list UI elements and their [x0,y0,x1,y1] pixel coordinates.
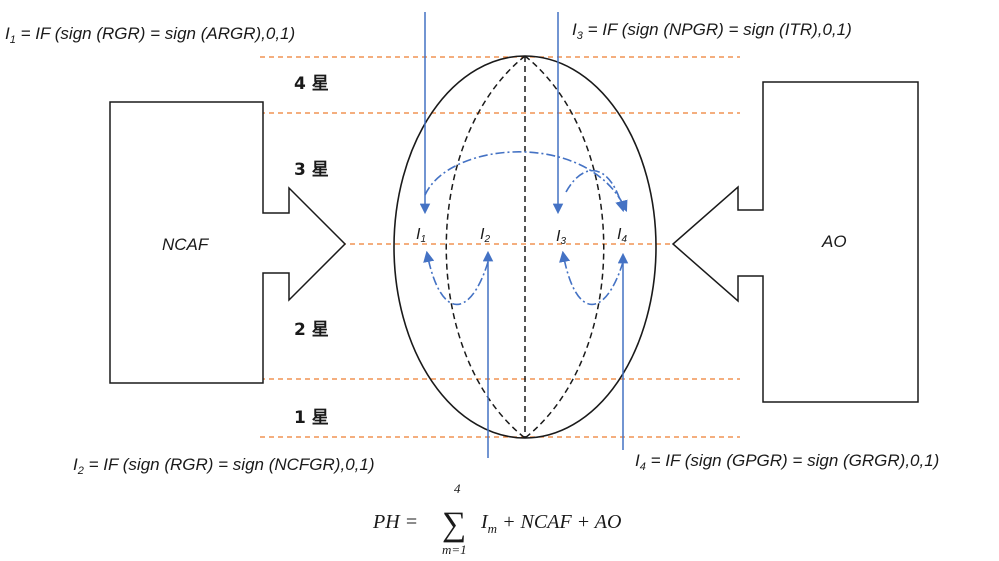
formula-i4: I4 = IF (sign (GPGR) = sign (GRGR),0,1) [635,451,939,473]
ncaf-block [109,101,347,384]
star-label-4: 4 星 [294,74,329,94]
formula-i2: I2 = IF (sign (RGR) = sign (NCFGR),0,1) [73,455,375,477]
star-label-3: 3 星 [294,160,329,180]
arc-bottom-right [559,250,624,306]
formula-i1: I1 = IF (sign (RGR) = sign (ARGR),0,1) [5,24,295,46]
equation-lhs: PH = [372,511,418,533]
ao-block [671,81,919,403]
equation-term: Im + NCAF + AO [480,511,621,536]
sum-upper-limit: 4 [454,481,461,496]
ph-equation: PH = 4 ∑ m=1 Im + NCAF + AO [372,481,621,557]
indicator-i4: I4 [617,226,627,245]
star-level-guides [260,56,740,438]
star-label-1: 1 星 [294,408,329,428]
sum-lower-limit: m=1 [442,542,467,557]
star-label-2: 2 星 [294,320,329,340]
arc-top-large [424,151,628,213]
formula-i3: I3 = IF (sign (NPGR) = sign (ITR),0,1) [572,20,852,42]
input-arrows [419,12,629,458]
right-meridian [524,55,605,439]
arc-top-small [565,169,627,213]
indicator-i1: I1 [416,226,426,245]
sum-symbol: ∑ [442,506,466,543]
arc-bottom-left [423,250,489,306]
interaction-arcs [423,151,628,306]
indicator-i3: I3 [556,228,566,247]
ncaf-label: NCAF [162,235,210,254]
ao-label: AO [821,232,847,251]
indicator-i2: I2 [480,226,490,245]
